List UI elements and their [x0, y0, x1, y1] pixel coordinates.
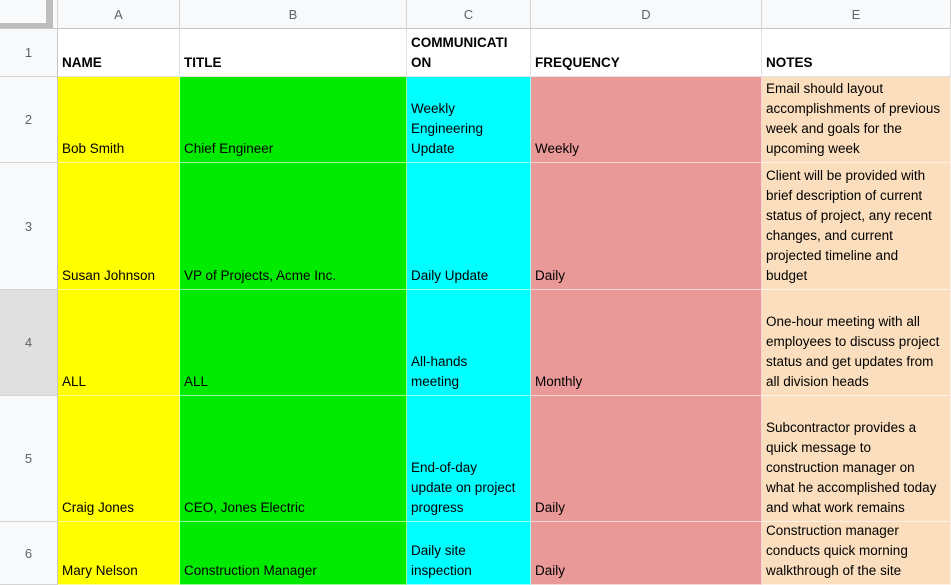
cell-c3-communication[interactable]: Daily Update: [407, 163, 531, 290]
cell-text: Daily site inspection: [411, 543, 472, 578]
cell-e4-notes[interactable]: One-hour meeting with all employees to d…: [762, 290, 951, 396]
cell-text: Construction Manager: [184, 563, 317, 578]
cell-e6-notes[interactable]: Construction manager conducts quick morn…: [762, 522, 951, 585]
cell-text: One-hour meeting with all employees to d…: [766, 314, 940, 389]
cell-text: Weekly Engineering Update: [411, 101, 484, 156]
cell-text: Client will be provided with brief descr…: [766, 168, 932, 283]
cell-text: Susan Johnson: [62, 268, 156, 283]
row-number-1[interactable]: 1: [0, 29, 58, 77]
cell-text: Daily: [535, 268, 566, 283]
cell-text: VP of Projects, Acme Inc.: [184, 268, 337, 283]
cell-text: NAME: [62, 55, 102, 70]
row-number-2[interactable]: 2: [0, 77, 58, 163]
corner-shadow-bar: [0, 0, 53, 28]
row-number-3[interactable]: 3: [0, 163, 58, 290]
cell-text: Monthly: [535, 374, 583, 389]
cell-e5-notes[interactable]: Subcontractor provides a quick message t…: [762, 396, 951, 522]
cell-text: Chief Engineer: [184, 141, 274, 156]
cell-c5-communication[interactable]: End-of-day update on project progress: [407, 396, 531, 522]
cell-text: ALL: [184, 374, 209, 389]
cell-e2-notes[interactable]: Email should layout accomplishments of p…: [762, 77, 951, 163]
cell-a3-name[interactable]: Susan Johnson: [58, 163, 180, 290]
cell-text: Daily: [535, 500, 566, 515]
cell-b3-title[interactable]: VP of Projects, Acme Inc.: [180, 163, 407, 290]
cell-b4-title[interactable]: ALL: [180, 290, 407, 396]
cell-e3-notes[interactable]: Client will be provided with brief descr…: [762, 163, 951, 290]
cell-text: FREQUENCY: [535, 55, 620, 70]
cell-d5-frequency[interactable]: Daily: [531, 396, 762, 522]
column-header-e[interactable]: E: [762, 0, 951, 29]
cell-d2-frequency[interactable]: Weekly: [531, 77, 762, 163]
cell-c6-communication[interactable]: Daily site inspection: [407, 522, 531, 585]
cell-d6-frequency[interactable]: Daily: [531, 522, 762, 585]
cell-b1-title-header[interactable]: TITLE: [180, 29, 407, 77]
column-header-c[interactable]: C: [407, 0, 531, 29]
cell-text: COMMUNICATION: [411, 35, 508, 70]
cell-text: CEO, Jones Electric: [184, 500, 305, 515]
cell-text: End-of-day update on project progress: [411, 460, 516, 515]
cell-text: Email should layout accomplishments of p…: [766, 81, 941, 156]
cell-text: Weekly: [535, 141, 580, 156]
cell-c4-communication[interactable]: All-hands meeting: [407, 290, 531, 396]
cell-c1-communication-header[interactable]: COMMUNICATION: [407, 29, 531, 77]
cell-a6-name[interactable]: Mary Nelson: [58, 522, 180, 585]
cell-text: Bob Smith: [62, 141, 125, 156]
cell-text: TITLE: [184, 55, 222, 70]
row-number-4[interactable]: 4: [0, 290, 58, 396]
cell-b5-title[interactable]: CEO, Jones Electric: [180, 396, 407, 522]
cell-c2-communication[interactable]: Weekly Engineering Update: [407, 77, 531, 163]
cell-a4-name[interactable]: ALL: [58, 290, 180, 396]
cell-d4-frequency[interactable]: Monthly: [531, 290, 762, 396]
column-header-d[interactable]: D: [531, 0, 762, 29]
cell-text: Craig Jones: [62, 500, 135, 515]
cell-text: All-hands meeting: [411, 354, 468, 389]
cell-text: ALL: [62, 374, 87, 389]
cell-a5-name[interactable]: Craig Jones: [58, 396, 180, 522]
cell-d3-frequency[interactable]: Daily: [531, 163, 762, 290]
row-number-5[interactable]: 5: [0, 396, 58, 522]
row-number-6[interactable]: 6: [0, 522, 58, 585]
cell-b6-title[interactable]: Construction Manager: [180, 522, 407, 585]
cell-text: Construction manager conducts quick morn…: [766, 523, 908, 578]
cell-d1-frequency-header[interactable]: FREQUENCY: [531, 29, 762, 77]
cell-text: Daily: [535, 563, 566, 578]
cell-text: Daily Update: [411, 268, 489, 283]
select-all-corner[interactable]: [0, 0, 58, 29]
cell-text: Subcontractor provides a quick message t…: [766, 420, 937, 515]
cell-text: Mary Nelson: [62, 563, 138, 578]
column-header-b[interactable]: B: [180, 0, 407, 29]
cell-a1-name-header[interactable]: NAME: [58, 29, 180, 77]
cell-e1-notes-header[interactable]: NOTES: [762, 29, 951, 77]
cell-a2-name[interactable]: Bob Smith: [58, 77, 180, 163]
column-header-a[interactable]: A: [58, 0, 180, 29]
cell-b2-title[interactable]: Chief Engineer: [180, 77, 407, 163]
cell-text: NOTES: [766, 55, 813, 70]
